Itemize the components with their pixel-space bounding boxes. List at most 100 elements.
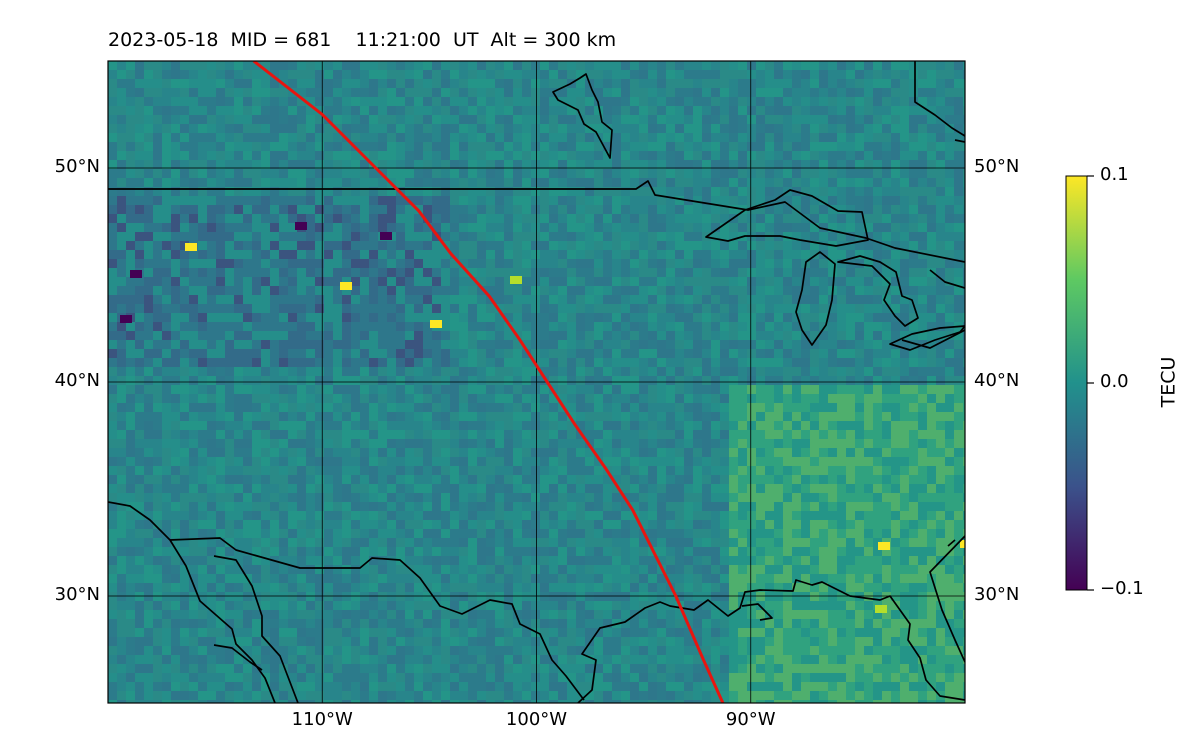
tec-cell — [585, 214, 594, 223]
tec-cell — [549, 187, 558, 196]
tec-cell — [873, 421, 882, 430]
tec-cell — [963, 70, 965, 79]
tec-cell — [720, 115, 729, 124]
tec-cell — [387, 115, 396, 124]
tec-cell — [171, 160, 180, 169]
tec-cell — [828, 448, 837, 457]
tec-cell — [315, 205, 324, 214]
tec-cell — [738, 475, 747, 484]
tec-cell — [684, 115, 693, 124]
tec-cell — [504, 241, 513, 250]
tec-cell — [423, 70, 432, 79]
tec-cell — [567, 196, 576, 205]
tec-cell — [621, 196, 630, 205]
tec-cell — [693, 403, 702, 412]
tec-cell — [675, 313, 684, 322]
tec-cell — [945, 385, 954, 394]
tec-cell — [180, 466, 189, 475]
tec-cell — [171, 484, 180, 493]
tec-cell — [711, 106, 720, 115]
tec-cell — [441, 322, 450, 331]
tec-cell — [396, 223, 405, 232]
tec-cell — [945, 79, 954, 88]
tec-cell — [747, 169, 756, 178]
tec-cell — [153, 286, 162, 295]
tec-cell — [567, 106, 576, 115]
tec-cell — [315, 187, 324, 196]
tec-cell — [324, 241, 333, 250]
tec-cell — [927, 61, 936, 70]
tec-cell — [558, 79, 567, 88]
tec-cell — [351, 403, 360, 412]
tec-cell — [144, 151, 153, 160]
tec-cell — [414, 421, 423, 430]
tec-cell — [864, 79, 873, 88]
tec-cell — [756, 151, 765, 160]
tec-cell — [738, 502, 747, 511]
tec-cell — [684, 322, 693, 331]
tec-cell — [576, 412, 585, 421]
tec-cell — [135, 223, 144, 232]
tec-cell — [144, 214, 153, 223]
tec-cell — [891, 457, 900, 466]
tec-cell — [603, 79, 612, 88]
tec-cell — [297, 106, 306, 115]
tec-cell — [396, 403, 405, 412]
tec-cell — [891, 331, 900, 340]
tec-cell — [702, 88, 711, 97]
tec-cell — [117, 232, 126, 241]
tec-cell — [144, 286, 153, 295]
tec-cell — [846, 97, 855, 106]
tec-cell — [261, 187, 270, 196]
tec-cell — [459, 205, 468, 214]
tec-cell — [621, 322, 630, 331]
tec-cell — [756, 511, 765, 520]
tec-cell — [414, 394, 423, 403]
tec-cell — [468, 520, 477, 529]
tec-cell — [423, 493, 432, 502]
tec-cell — [603, 250, 612, 259]
tec-cell — [414, 340, 423, 349]
tec-cell — [315, 97, 324, 106]
tec-cell — [423, 151, 432, 160]
tec-cell — [225, 214, 234, 223]
tec-cell — [153, 349, 162, 358]
tec-cell — [270, 61, 279, 70]
tec-cell — [279, 313, 288, 322]
tec-cell — [297, 205, 306, 214]
tec-cell — [549, 259, 558, 268]
tec-cell — [531, 313, 540, 322]
tec-cell — [270, 484, 279, 493]
tec-cell — [882, 295, 891, 304]
tec-cell — [513, 214, 522, 223]
tec-cell — [243, 178, 252, 187]
tec-cell — [270, 295, 279, 304]
tec-cell — [792, 403, 801, 412]
tec-cell — [369, 331, 378, 340]
tec-cell — [252, 349, 261, 358]
tec-cell — [855, 520, 864, 529]
tec-cell — [342, 394, 351, 403]
tec-cell — [225, 412, 234, 421]
tec-cell — [450, 142, 459, 151]
tec-cell — [873, 403, 882, 412]
tec-cell — [540, 430, 549, 439]
tec-cell — [414, 385, 423, 394]
tec-cell — [153, 241, 162, 250]
tec-cell — [594, 232, 603, 241]
tec-cell — [198, 367, 207, 376]
tec-cell — [432, 286, 441, 295]
tec-cell — [711, 502, 720, 511]
tec-cell — [630, 124, 639, 133]
tec-cell — [180, 61, 189, 70]
tec-cell — [594, 169, 603, 178]
tec-cell — [585, 268, 594, 277]
tec-cell — [108, 286, 117, 295]
tec-cell — [612, 511, 621, 520]
tec-cell — [216, 295, 225, 304]
tec-cell — [324, 448, 333, 457]
tec-cell — [306, 151, 315, 160]
tec-cell — [963, 124, 965, 133]
tec-cell — [810, 88, 819, 97]
tec-cell — [270, 349, 279, 358]
